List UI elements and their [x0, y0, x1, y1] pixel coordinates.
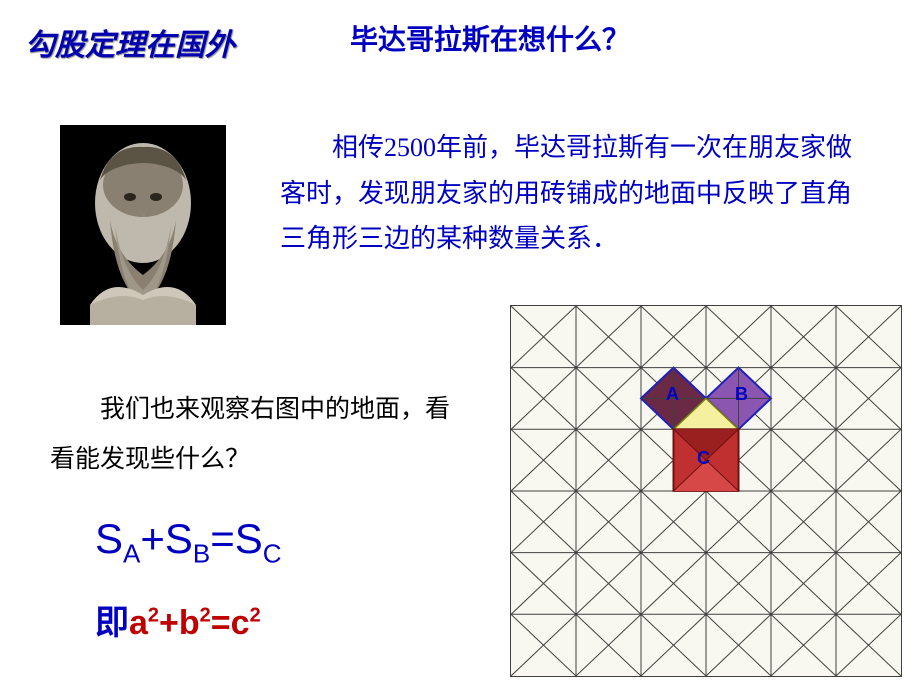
area-formula: SA+SB=SC: [95, 515, 282, 569]
title-left: 勾股定理在国外: [25, 20, 235, 64]
title-right: 毕达哥拉斯在想什么？: [350, 18, 630, 58]
label-c: C: [697, 448, 710, 469]
label-b: B: [735, 384, 748, 405]
pythagoras-portrait: [60, 125, 226, 325]
label-a: A: [666, 384, 679, 405]
observe-paragraph: 我们也来观察右图中的地面，看看能发现些什么？: [50, 385, 470, 485]
tile-diagram: A B C: [510, 305, 902, 677]
pythagoras-formula: 即a2+b2=c2: [95, 595, 261, 644]
story-paragraph: 相传2500年前，毕达哥拉斯有一次在朋友家做客时，发现朋友家的用砖铺成的地面中反…: [280, 125, 860, 262]
